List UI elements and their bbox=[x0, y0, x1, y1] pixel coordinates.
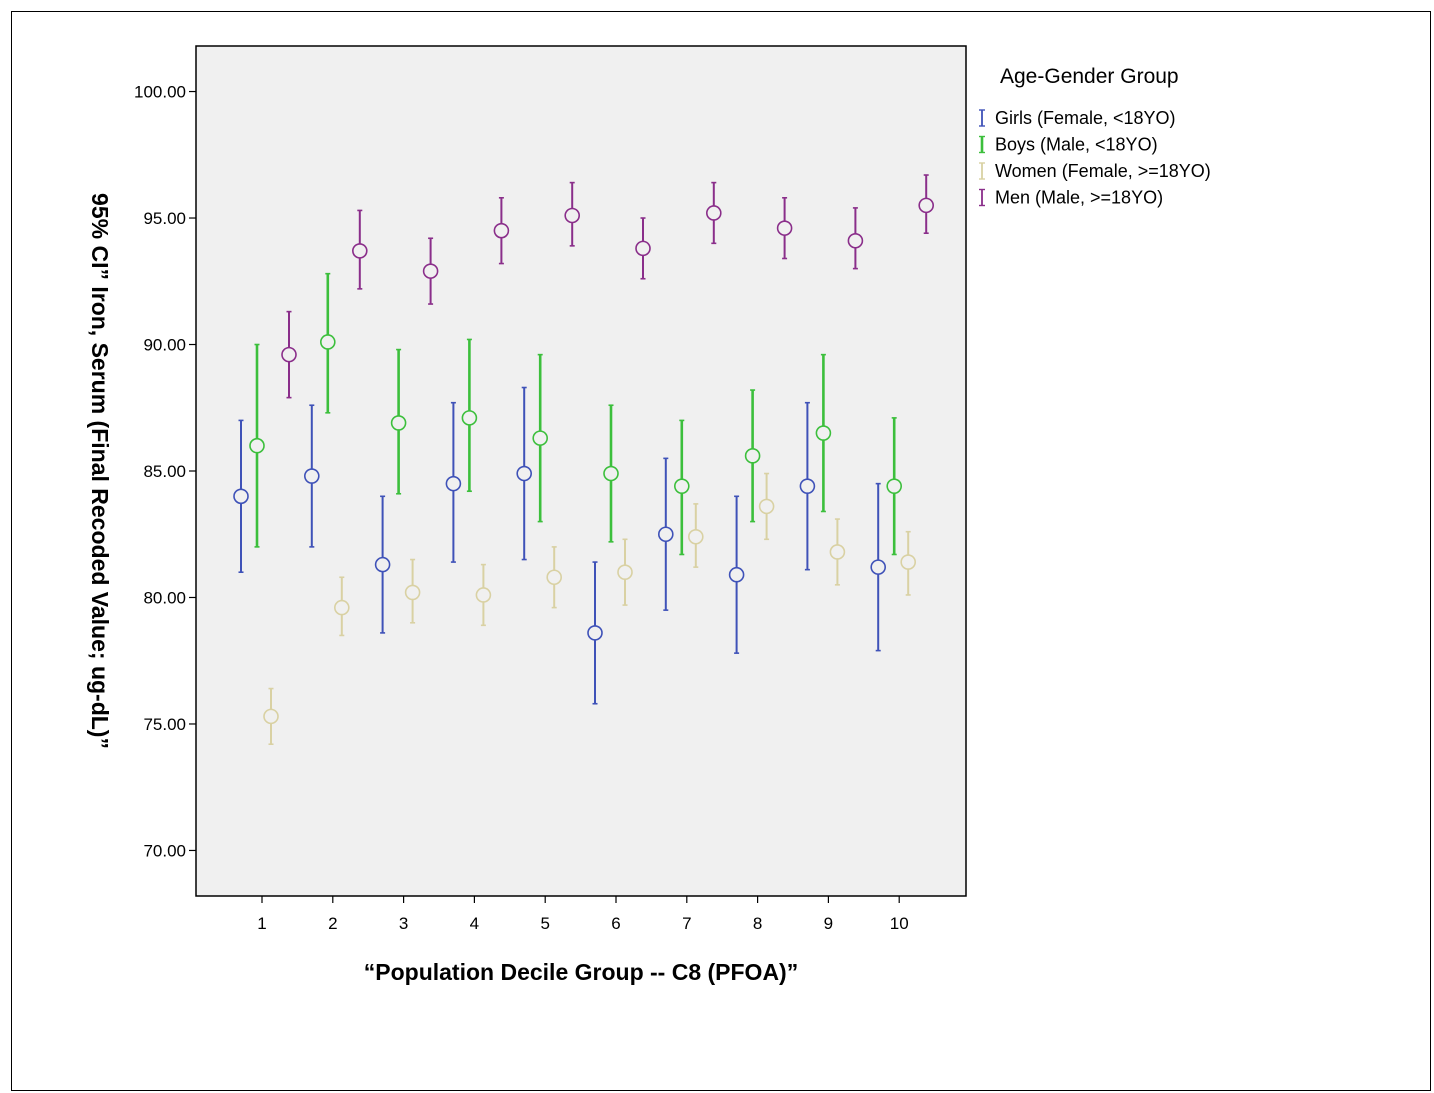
legend-label: Men (Male, >=18YO) bbox=[995, 188, 1163, 208]
series-2 bbox=[249, 272, 903, 556]
mean-point bbox=[351, 243, 368, 259]
legend-item: Men (Male, >=18YO) bbox=[979, 188, 1163, 208]
mean-point bbox=[546, 569, 563, 586]
legend-label: Girls (Female, <18YO) bbox=[995, 108, 1176, 128]
x-tick-label: 3 bbox=[399, 914, 408, 933]
mean-point bbox=[673, 478, 690, 494]
mean-point bbox=[475, 587, 492, 603]
y-tick-label: 80.00 bbox=[143, 588, 186, 607]
plot-area bbox=[195, 45, 967, 897]
y-tick-label: 75.00 bbox=[143, 715, 186, 734]
x-tick-label: 9 bbox=[824, 914, 833, 933]
mean-point bbox=[776, 220, 793, 236]
y-tick-label: 100.00 bbox=[134, 83, 186, 102]
mean-point bbox=[744, 448, 761, 464]
legend-item: Women (Female, >=18YO) bbox=[979, 161, 1211, 181]
mean-point bbox=[249, 437, 265, 454]
x-axis: 1 2 3 4 5 6 7 8 9 10 bbox=[257, 896, 909, 933]
mean-point bbox=[445, 475, 462, 492]
x-axis-title: “Population Decile Group -- C8 (PFOA)” bbox=[364, 959, 798, 985]
x-tick-label: 1 bbox=[257, 914, 266, 933]
y-tick-label: 90.00 bbox=[143, 336, 186, 355]
y-tick-label: 95.00 bbox=[143, 209, 186, 228]
mean-point bbox=[829, 544, 846, 560]
mean-point bbox=[758, 498, 775, 515]
x-tick-label: 5 bbox=[540, 914, 549, 933]
y-tick-label: 70.00 bbox=[143, 841, 186, 860]
mean-point bbox=[532, 430, 549, 446]
mean-point bbox=[728, 566, 745, 583]
mean-point bbox=[687, 528, 704, 545]
mean-point bbox=[657, 526, 674, 543]
legend: Age-Gender Group Girls (Female, <18YO) Bo… bbox=[979, 65, 1211, 208]
legend-item: Boys (Male, <18YO) bbox=[979, 135, 1158, 155]
y-tick-label: 85.00 bbox=[143, 462, 186, 481]
mean-point bbox=[461, 410, 478, 426]
mean-point bbox=[333, 599, 350, 616]
mean-point bbox=[705, 205, 722, 221]
mean-point bbox=[233, 488, 249, 505]
mean-point bbox=[815, 425, 832, 441]
series-4 bbox=[281, 174, 935, 399]
series-1 bbox=[233, 386, 887, 705]
x-tick-label: 7 bbox=[682, 914, 691, 933]
mean-point bbox=[281, 346, 297, 363]
mean-point bbox=[918, 197, 935, 214]
x-tick-label: 4 bbox=[470, 914, 479, 933]
mean-point bbox=[847, 232, 864, 249]
y-axis-title: 95% CI” Iron, Serum (Final Recoded Value… bbox=[87, 193, 113, 749]
legend-label: Boys (Male, <18YO) bbox=[995, 135, 1158, 155]
mean-point bbox=[493, 222, 510, 239]
mean-point bbox=[374, 556, 391, 573]
mean-point bbox=[886, 478, 903, 494]
legend-title: Age-Gender Group bbox=[1000, 65, 1179, 88]
mean-point bbox=[799, 478, 816, 494]
mean-point bbox=[603, 465, 619, 482]
mean-point bbox=[390, 415, 407, 431]
mean-point bbox=[263, 708, 279, 725]
legend-label: Women (Female, >=18YO) bbox=[995, 161, 1211, 181]
x-tick-label: 6 bbox=[611, 914, 620, 933]
x-tick-label: 2 bbox=[328, 914, 337, 933]
series-3 bbox=[263, 472, 917, 746]
mean-point bbox=[303, 468, 320, 484]
mean-point bbox=[319, 334, 336, 350]
mean-point bbox=[564, 207, 581, 224]
mean-point bbox=[900, 554, 917, 570]
legend-item: Girls (Female, <18YO) bbox=[979, 108, 1176, 128]
y-axis: 70.00 75.00 80.00 85.00 90.00 95.00 100.00 bbox=[134, 83, 196, 860]
mean-point bbox=[587, 625, 603, 641]
data-marks bbox=[233, 174, 935, 746]
mean-point bbox=[617, 564, 633, 580]
x-tick-label: 10 bbox=[890, 914, 909, 933]
mean-point bbox=[404, 584, 421, 601]
x-tick-label: 8 bbox=[753, 914, 762, 933]
mean-point bbox=[635, 240, 651, 257]
mean-point bbox=[422, 263, 439, 279]
mean-point bbox=[516, 465, 533, 482]
mean-point bbox=[870, 559, 887, 575]
